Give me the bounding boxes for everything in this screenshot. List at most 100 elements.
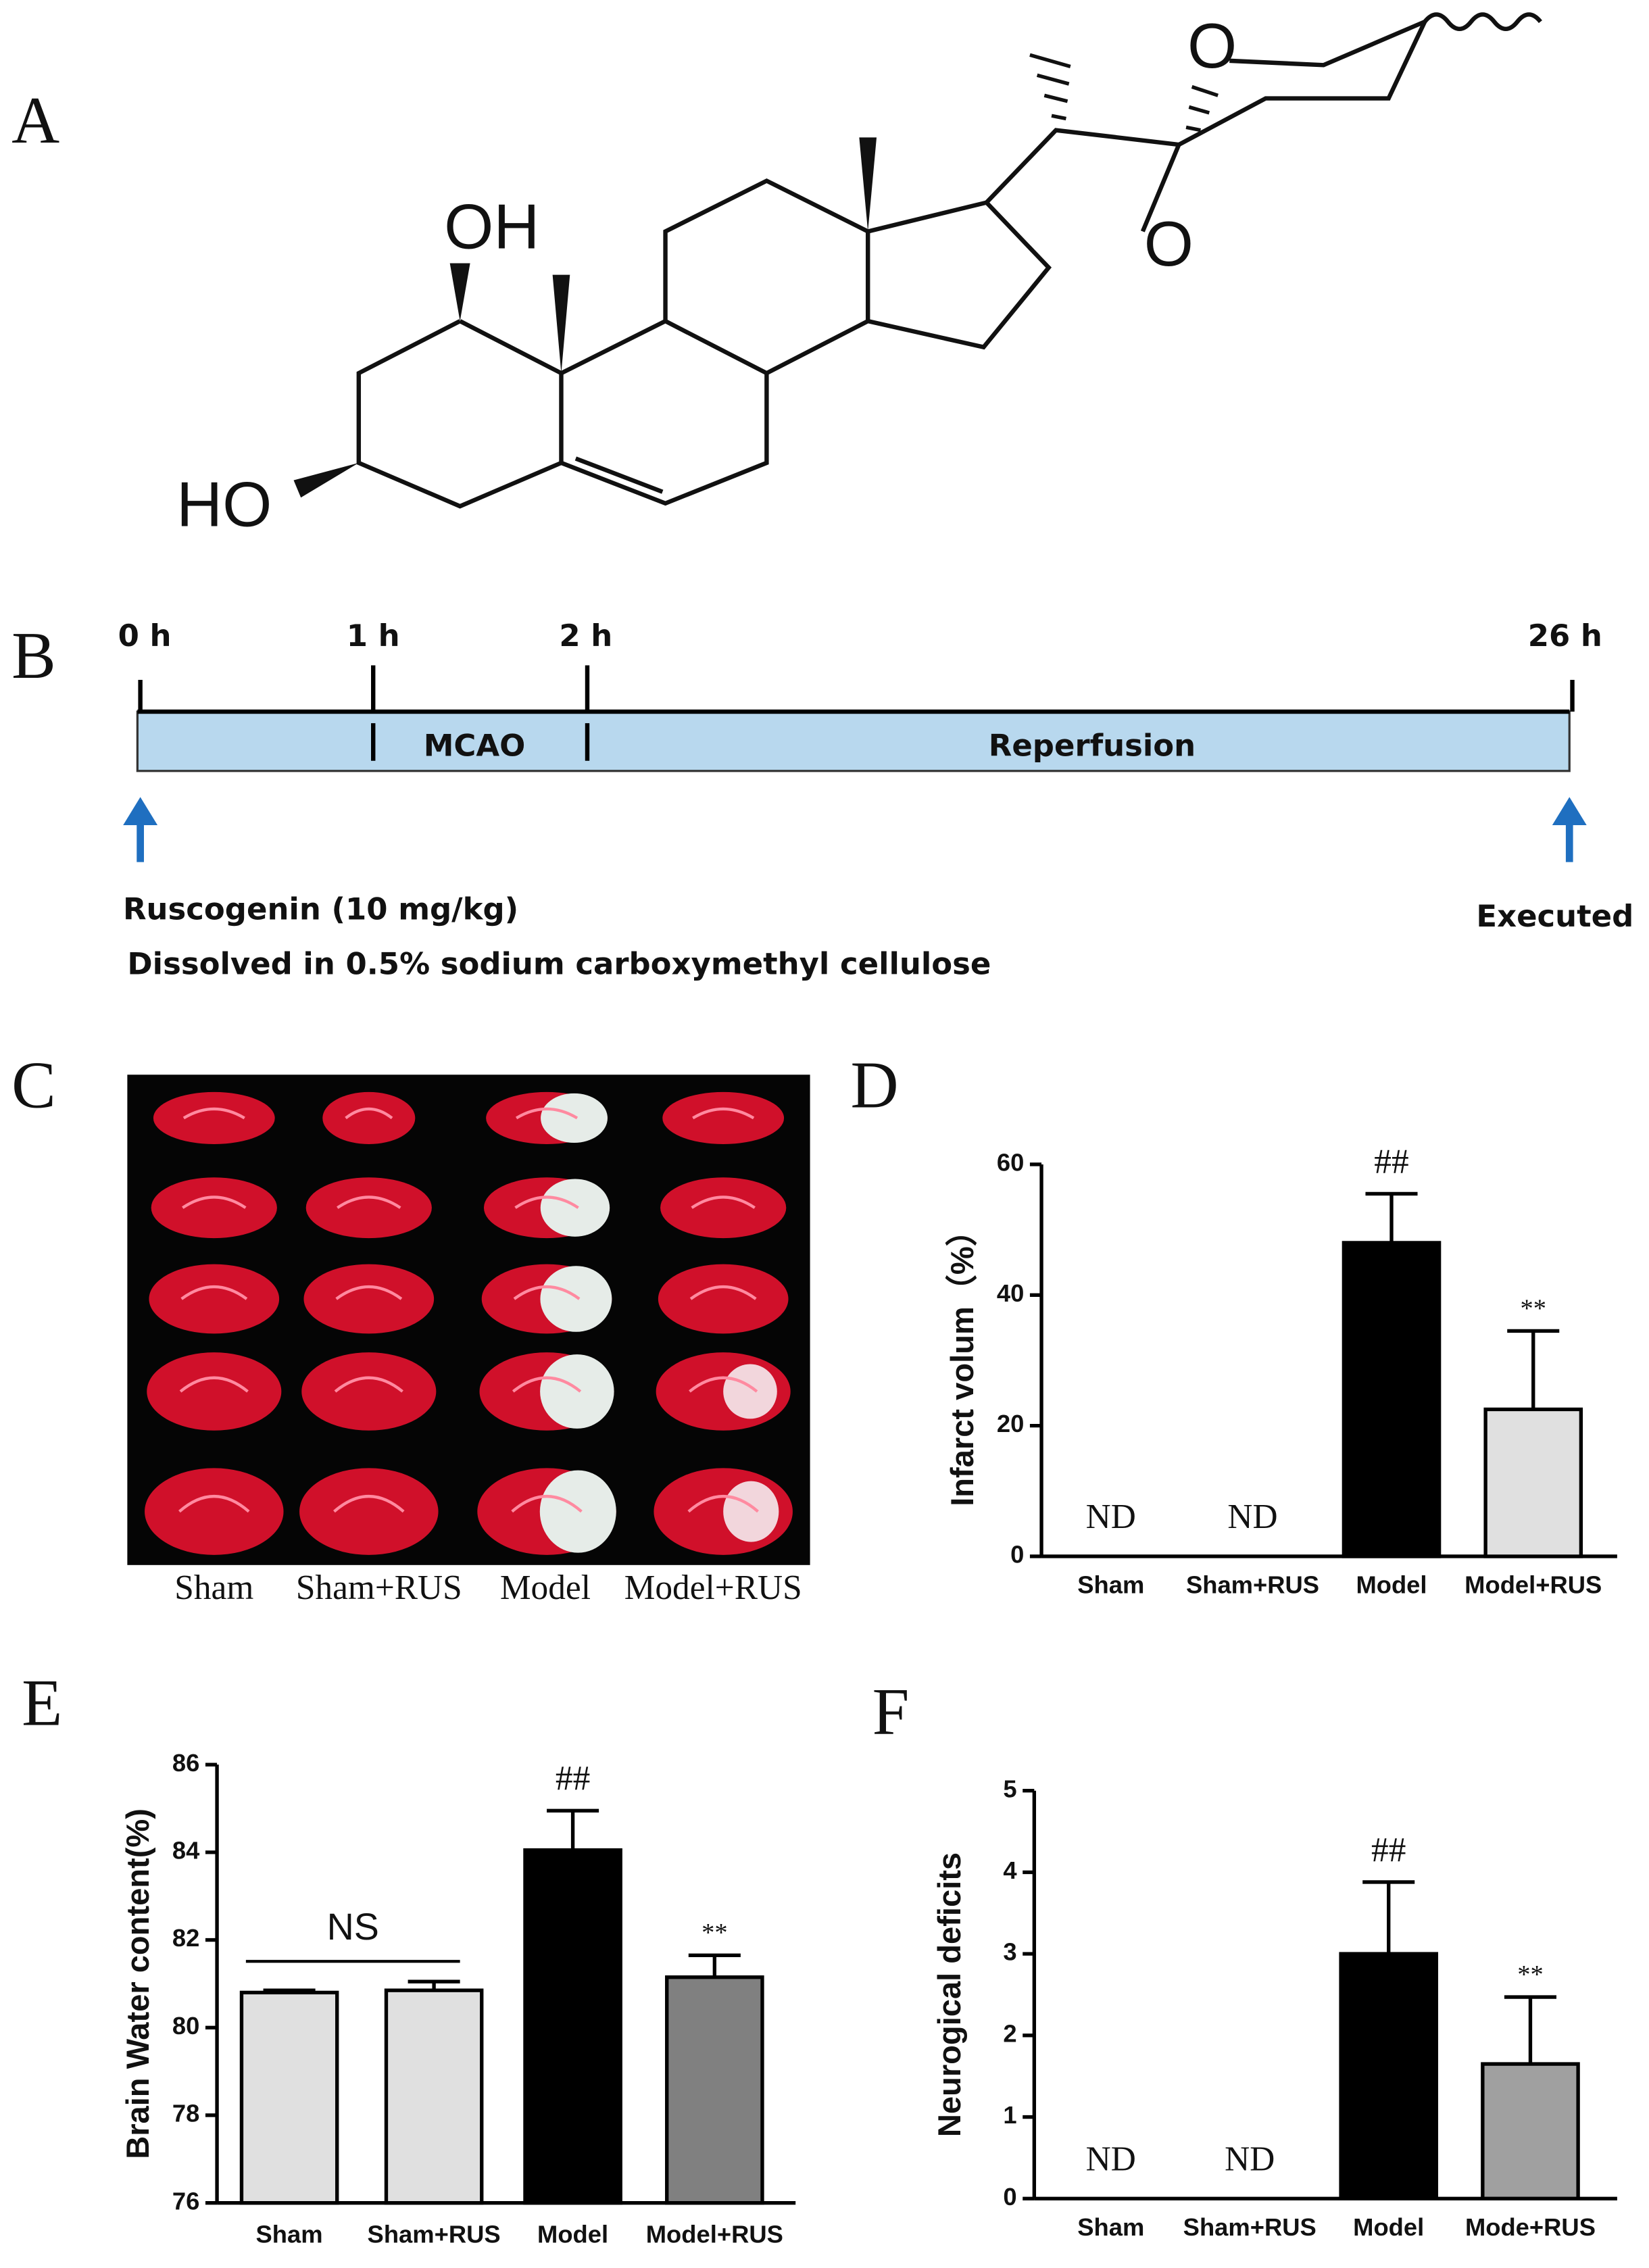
x-tick-label: Sham+RUS: [368, 2221, 501, 2248]
x-tick-label: Sham: [1077, 1571, 1144, 1599]
end-label: Executed: [1476, 898, 1633, 934]
annotation: ##: [556, 1759, 590, 1798]
bar: [239, 1990, 339, 2205]
bar: [665, 1975, 764, 2205]
slice-outline: [511, 1495, 583, 1513]
infarct: [723, 1364, 777, 1419]
y-tick-label: 0: [1010, 1541, 1024, 1569]
bar: [384, 1988, 484, 2205]
slice-outline: [687, 1495, 759, 1513]
phase-label: Reperfusion: [989, 728, 1196, 764]
y-tick-label: 20: [997, 1410, 1024, 1437]
bar: [1483, 1407, 1583, 1558]
y-tick-label: 1: [1003, 2101, 1016, 2129]
annotation: **: [1517, 1961, 1544, 1989]
slice-outline: [345, 1107, 393, 1120]
slice: [145, 1468, 284, 1555]
y-tick-label: 4: [1003, 1856, 1017, 1884]
slice-outline: [178, 1495, 250, 1513]
panel-label: C: [11, 1049, 56, 1123]
slice-outline: [516, 1107, 579, 1120]
slice-outline: [335, 1285, 403, 1300]
panel-label: F: [872, 1675, 910, 1748]
slice: [303, 1264, 435, 1334]
slice: [658, 1264, 789, 1334]
slice: [299, 1468, 439, 1555]
y-tick-label: 0: [1003, 2183, 1016, 2211]
infarct: [541, 1093, 608, 1143]
brain-slices: [145, 1091, 793, 1555]
y-tick-label: 60: [997, 1149, 1024, 1177]
annotation: ##: [1374, 1142, 1408, 1181]
x-tick-label: Sham+RUS: [1183, 2213, 1316, 2241]
y-tick-label: 3: [1003, 1938, 1016, 1966]
slice-outline: [337, 1195, 401, 1209]
slice-outline: [692, 1107, 755, 1120]
phase-label: MCAO: [424, 728, 526, 764]
annotation: ND: [1225, 2140, 1275, 2179]
annotation: ND: [1227, 1498, 1277, 1536]
panel-label: A: [11, 84, 59, 157]
group-label: Model: [500, 1569, 591, 1607]
panel-label: D: [851, 1049, 899, 1123]
atom-label: OH: [444, 191, 539, 262]
infarct: [540, 1266, 612, 1332]
slice-outline: [334, 1376, 403, 1393]
time-label: 0 h: [118, 618, 172, 654]
y-tick-label: 86: [172, 1749, 199, 1777]
y-tick-label: 84: [172, 1836, 200, 1864]
bar: [1481, 2062, 1580, 2200]
bracket-label: NS: [327, 1906, 379, 1948]
slice: [153, 1091, 275, 1144]
treatment: Ruscogenin (10 mg/kg): [123, 891, 518, 927]
x-tick-label: Model: [1356, 1571, 1427, 1599]
timeline-bar: [136, 710, 1571, 772]
y-axis-label: Infarct volum（%）: [944, 1214, 980, 1506]
slice-outline: [512, 1376, 582, 1393]
annotation: ##: [1371, 1831, 1406, 1869]
slice-outline: [691, 1195, 756, 1209]
slice-outline: [182, 1107, 245, 1120]
slice-outline: [333, 1495, 405, 1513]
bar: [523, 1848, 622, 2205]
slice: [322, 1091, 416, 1144]
slice-outline: [179, 1376, 249, 1393]
y-tick-label: 2: [1003, 2019, 1016, 2047]
slice: [149, 1264, 280, 1334]
x-tick-label: Model: [1353, 2213, 1424, 2241]
group-label: Sham+RUS: [296, 1569, 462, 1607]
time-label: 1 h: [347, 618, 400, 654]
annotation: ND: [1086, 2140, 1136, 2179]
y-axis-label: Brain Water content(%): [120, 1808, 155, 2159]
slice-outline: [513, 1285, 581, 1300]
slice-outline: [514, 1195, 579, 1209]
x-tick-label: Sham+RUS: [1186, 1571, 1319, 1599]
infarct: [540, 1179, 610, 1237]
annotation: **: [1520, 1294, 1546, 1323]
slice: [151, 1177, 277, 1239]
slice-outline: [689, 1376, 758, 1393]
x-tick-label: Sham: [1077, 2213, 1144, 2241]
bar: [1339, 1952, 1439, 2200]
bar: [1342, 1241, 1442, 1558]
slice: [147, 1352, 282, 1431]
arrows: [123, 797, 1587, 862]
slice: [662, 1091, 785, 1144]
x-tick-label: Model+RUS: [646, 2221, 783, 2248]
time-label: 26 h: [1528, 618, 1602, 654]
y-tick-label: 80: [172, 2012, 199, 2040]
time-label: 2 h: [559, 618, 612, 654]
group-label: Sham: [174, 1569, 253, 1607]
timeline-ticks: [137, 665, 1575, 761]
annotation: ND: [1086, 1498, 1136, 1536]
atom-label: O: [1144, 208, 1193, 279]
slice: [660, 1177, 787, 1239]
x-tick-label: Sham: [256, 2221, 323, 2248]
atom-label: O: [1187, 10, 1237, 81]
annotation: **: [702, 1919, 728, 1947]
y-tick-label: 5: [1003, 1775, 1016, 1802]
infarct: [723, 1481, 779, 1542]
atom-label: HO: [176, 468, 272, 539]
x-tick-label: Mode+RUS: [1465, 2213, 1596, 2241]
